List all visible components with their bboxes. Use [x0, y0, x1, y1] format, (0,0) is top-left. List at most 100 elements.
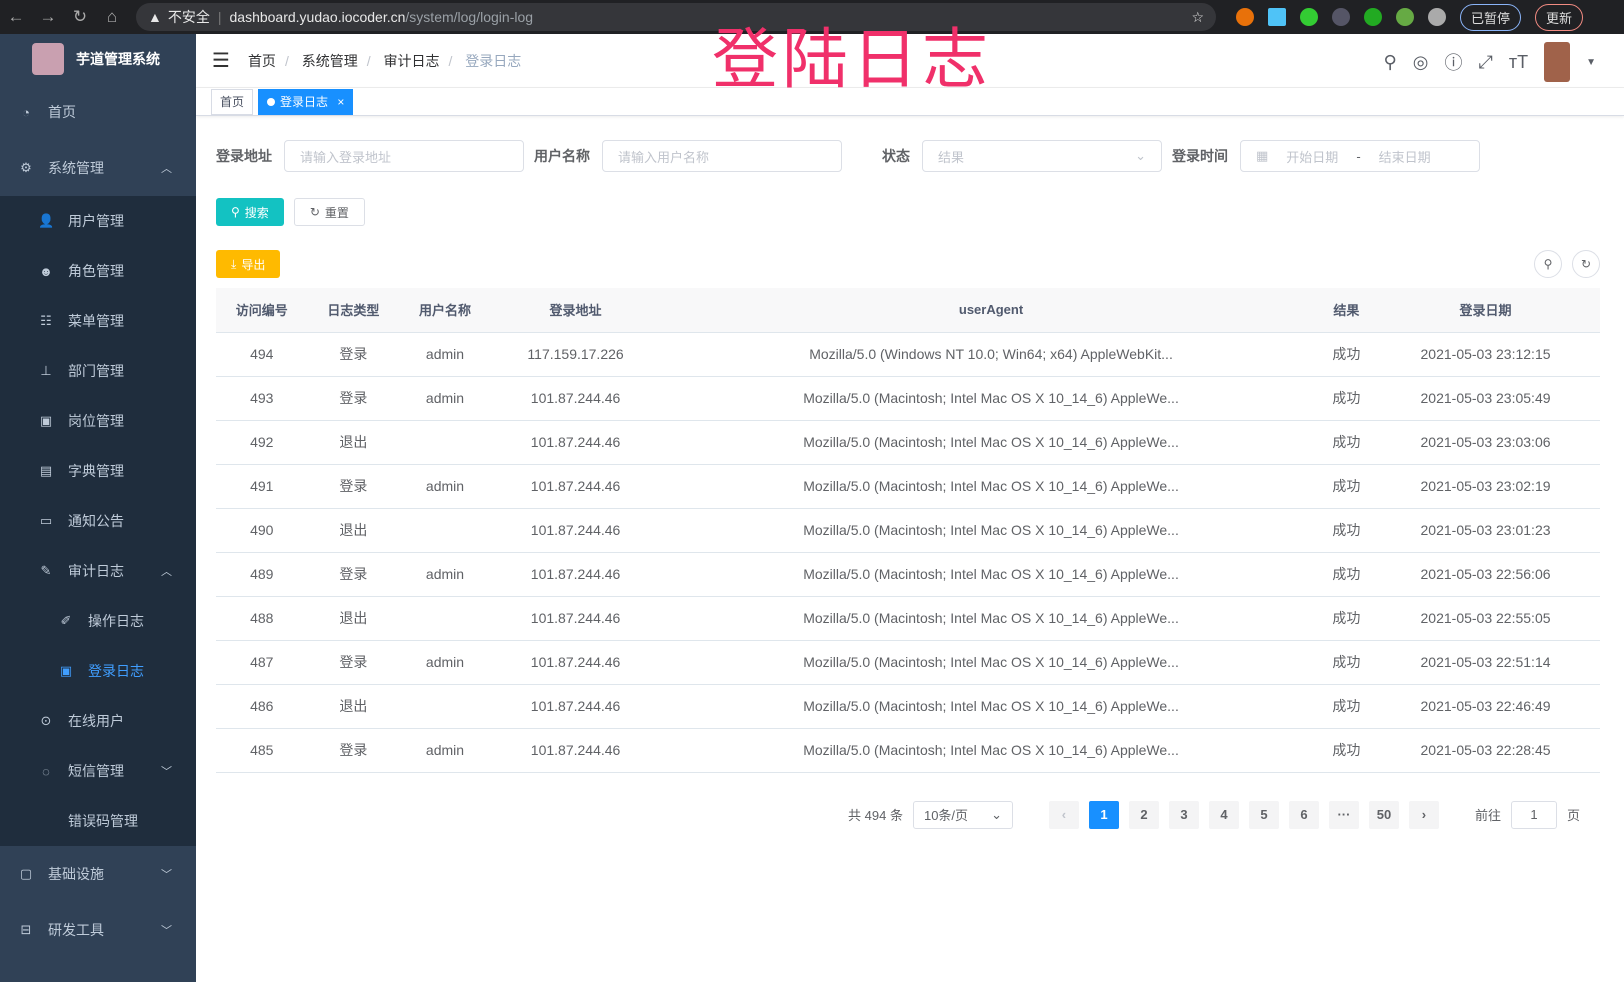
table-row[interactable]: 492 退出 101.87.244.46 Mozilla/5.0 (Macintosh…	[216, 420, 1600, 465]
table-row[interactable]: 489 登录 admin 101.87.244.46 Mozilla/5.0 (Maci…	[216, 552, 1600, 597]
breadcrumb-item[interactable]: 审计日志	[383, 52, 440, 69]
puzzle-icon[interactable]	[1428, 8, 1446, 26]
address-label: 登录地址	[216, 148, 272, 164]
page-button[interactable]: 6	[1288, 800, 1319, 829]
start-date: 开始日期	[1286, 149, 1339, 165]
help-icon[interactable]: ⓘ	[1444, 53, 1463, 73]
table-row[interactable]: 494 登录 admin 117.159.17.226 Mozilla/5.0 (Win…	[216, 332, 1600, 377]
table-cell: 488	[216, 596, 308, 641]
sidebar-item[interactable]: ☷ 菜单管理	[0, 296, 196, 346]
font-size-icon[interactable]: тT	[1508, 51, 1529, 72]
refresh-icon[interactable]: ↻	[1572, 250, 1600, 278]
sidebar-item[interactable]: ⊥ 部门管理	[0, 346, 196, 396]
extension-icon[interactable]	[1332, 8, 1350, 26]
export-button[interactable]: ⤓ 导出	[216, 250, 281, 278]
sidebar-item[interactable]: ✐ 操作日志	[0, 596, 196, 646]
sidebar-item[interactable]: ▣ 岗位管理	[0, 396, 196, 446]
tag-home[interactable]: 首页	[211, 88, 254, 115]
sidebar-item[interactable]: ▢ 基础设施 ﹀	[0, 846, 196, 902]
search-button[interactable]: ⚲ 搜索	[216, 198, 284, 226]
github-icon[interactable]: ◎	[1412, 51, 1429, 72]
browser-toolbar: ← → ↻ ⌂ ▲ 不安全 | dashboard.yudao.iocoder.c…	[0, 0, 1624, 34]
table-cell: Mozilla/5.0 (Macintosh; Intel Mac OS X 1…	[660, 552, 1322, 597]
end-date: 结束日期	[1378, 149, 1431, 165]
table-row[interactable]: 491 登录 admin 101.87.244.46 Mozilla/5.0 (Maci…	[216, 464, 1600, 509]
reload-icon[interactable]: ↻	[72, 7, 88, 26]
extension-icon[interactable]	[1396, 8, 1414, 26]
close-icon[interactable]: ×	[337, 94, 345, 109]
extension-icon[interactable]	[1300, 8, 1318, 26]
login-log-table: 访问编号 日志类型 用户名称 登录地址 userAgent 结果 登录日期 494 登录 adm…	[216, 288, 1600, 773]
address-input[interactable]: 请输入登录地址	[284, 140, 524, 172]
table-row[interactable]: 490 退出 101.87.244.46 Mozilla/5.0 (Macintosh…	[216, 508, 1600, 553]
breadcrumb-item[interactable]: 系统管理	[301, 52, 358, 69]
table-cell: Mozilla/5.0 (Windows NT 10.0; Win64; x64…	[660, 332, 1322, 377]
date-range-picker[interactable]: ▦ 开始日期 - 结束日期	[1240, 140, 1480, 172]
goto-page-input[interactable]: 1	[1510, 800, 1557, 829]
toggle-search-icon[interactable]: ⚲	[1534, 250, 1562, 278]
prev-page-button[interactable]: ‹	[1048, 800, 1079, 829]
table-row[interactable]: 485 登录 admin 101.87.244.46 Mozilla/5.0 (Maci…	[216, 728, 1600, 773]
sidebar-item[interactable]: ◔ 首页	[0, 84, 196, 140]
forward-icon[interactable]: →	[39, 7, 57, 26]
update-button[interactable]: 更新	[1535, 3, 1584, 31]
tag-login-log[interactable]: 登录日志 ×	[258, 88, 354, 115]
sidebar-item[interactable]: ⊟ 研发工具 ﹀	[0, 902, 196, 958]
form-icon: ✐	[60, 613, 72, 628]
bookmark-star-icon[interactable]: ☆	[1191, 8, 1204, 25]
sidebar-item-label: 短信管理	[68, 763, 124, 779]
sidebar-item[interactable]: ◌ 短信管理 ﹀	[0, 746, 196, 796]
page-button[interactable]: 3	[1168, 800, 1199, 829]
avatar[interactable]	[1544, 42, 1571, 82]
profile-button[interactable]: 已暂停	[1460, 3, 1522, 31]
table-cell: 2021-05-03 23:01:23	[1371, 508, 1600, 553]
page-button[interactable]: 2	[1128, 800, 1159, 829]
sidebar-item-label: 系统管理	[48, 160, 104, 176]
table-cell: 101.87.244.46	[490, 508, 661, 553]
breadcrumb: 首页 / 系统管理 / 审计日志 / 登录日志	[247, 52, 522, 69]
sidebar-item[interactable]: 👤 用户管理	[0, 196, 196, 246]
page-button[interactable]: 50	[1368, 800, 1399, 829]
column-header: 访问编号	[216, 288, 308, 333]
sidebar-item[interactable]: ▤ 字典管理	[0, 446, 196, 496]
total-count: 共 494 条	[848, 808, 903, 823]
back-icon[interactable]: ←	[7, 7, 25, 26]
status-select[interactable]: 结果 ⌄	[922, 140, 1162, 172]
page-button[interactable]: 1	[1088, 800, 1119, 829]
table-cell: 成功	[1321, 552, 1372, 597]
extension-icon[interactable]	[1236, 8, 1254, 26]
sidebar-item[interactable]: ▣ 登录日志	[0, 646, 196, 696]
table-row[interactable]: 493 登录 admin 101.87.244.46 Mozilla/5.0 (Maci…	[216, 376, 1600, 421]
table-cell: 退出	[307, 420, 400, 465]
caret-down-icon[interactable]: ▼	[1586, 56, 1596, 68]
breadcrumb-item[interactable]: 首页	[247, 52, 276, 69]
sidebar-item[interactable]: ☻ 角色管理	[0, 246, 196, 296]
table-row[interactable]: 486 退出 101.87.244.46 Mozilla/5.0 (Macintosh…	[216, 684, 1600, 729]
page-button[interactable]: 4	[1208, 800, 1239, 829]
page-size-select[interactable]: 10条/页 ⌄	[912, 800, 1013, 829]
sidebar-item[interactable]: ⊙ 在线用户	[0, 696, 196, 746]
username-input[interactable]: 请输入用户名称	[602, 140, 842, 172]
table-cell: 成功	[1321, 376, 1372, 421]
sidebar-item[interactable]: ▭ 通知公告	[0, 496, 196, 546]
sidebar-logo[interactable]: 芋道管理系统	[0, 34, 196, 84]
page-button[interactable]: ···	[1328, 800, 1359, 829]
table-row[interactable]: 488 退出 101.87.244.46 Mozilla/5.0 (Macintosh…	[216, 596, 1600, 641]
page-button[interactable]: 5	[1248, 800, 1279, 829]
fullscreen-icon[interactable]: ⤢	[1478, 51, 1493, 72]
hamburger-icon[interactable]: ☰	[212, 50, 230, 72]
sidebar-item[interactable]: ⚙ 系统管理 ︿	[0, 140, 196, 196]
extension-icon[interactable]	[1364, 8, 1382, 26]
reset-button[interactable]: ↻ 重置	[293, 198, 365, 226]
table-cell: 成功	[1321, 420, 1372, 465]
sidebar-item[interactable]: ✎ 审计日志 ︿	[0, 546, 196, 596]
next-page-button[interactable]: ›	[1408, 800, 1439, 829]
extension-icon[interactable]	[1268, 8, 1286, 26]
table-cell: 101.87.244.46	[490, 596, 661, 641]
sidebar-item[interactable]: 错误码管理	[0, 796, 196, 846]
search-icon[interactable]: ⚲	[1383, 51, 1397, 72]
home-icon[interactable]: ⌂	[106, 7, 118, 26]
address-bar[interactable]: ▲ 不安全 | dashboard.yudao.iocoder.cn/system…	[136, 3, 1216, 31]
table-cell: 101.87.244.46	[490, 376, 661, 421]
table-row[interactable]: 487 登录 admin 101.87.244.46 Mozilla/5.0 (Maci…	[216, 640, 1600, 685]
